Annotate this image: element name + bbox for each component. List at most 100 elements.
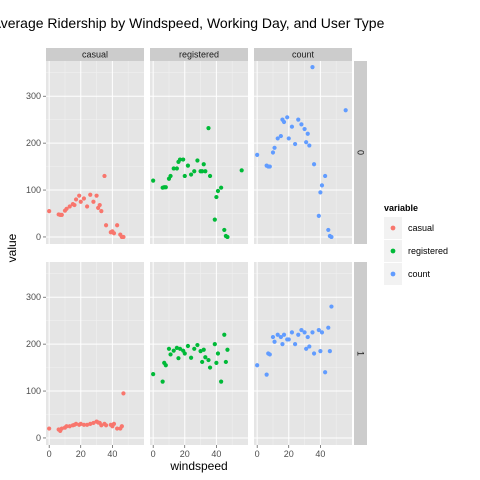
data-point <box>326 227 331 233</box>
data-point <box>84 204 90 209</box>
data-point <box>285 115 290 120</box>
data-point <box>255 363 260 368</box>
data-point <box>280 342 285 347</box>
data-point <box>292 141 298 147</box>
column-strip-label: registered <box>179 50 219 60</box>
data-point <box>84 422 90 427</box>
data-point <box>185 163 191 168</box>
data-point <box>188 172 194 177</box>
row-strip-label: 1 <box>356 351 366 356</box>
data-point <box>103 223 109 228</box>
data-point <box>77 193 82 198</box>
data-point <box>219 185 224 190</box>
data-point <box>121 234 126 240</box>
data-point <box>171 348 176 353</box>
data-point <box>302 330 307 335</box>
data-point <box>318 190 323 195</box>
panel-background <box>150 262 248 445</box>
y-tick-label: 200 <box>26 339 41 349</box>
data-point <box>78 421 83 426</box>
legend-entry-label: registered <box>408 246 448 256</box>
data-point <box>182 173 187 179</box>
data-point <box>59 212 64 218</box>
data-point <box>264 372 269 377</box>
data-point <box>73 197 79 202</box>
data-point <box>97 202 102 208</box>
data-point <box>323 173 328 179</box>
data-point <box>302 126 307 132</box>
chart-title: Average Ridership by Windspeed, Working … <box>0 15 385 31</box>
data-point <box>343 108 348 113</box>
data-point <box>185 343 191 349</box>
data-point <box>222 332 227 337</box>
data-point <box>203 355 208 360</box>
data-point <box>212 217 217 222</box>
panel-background <box>254 61 352 244</box>
data-point <box>182 351 187 356</box>
data-point <box>168 173 173 179</box>
x-tick-label: 0 <box>151 449 156 459</box>
legend-entry-label: casual <box>408 223 434 233</box>
data-point <box>166 346 172 351</box>
legend-title: variable <box>384 203 418 213</box>
data-point <box>78 199 83 204</box>
data-point <box>163 185 168 190</box>
data-point <box>323 370 328 375</box>
data-point <box>72 202 77 208</box>
data-point <box>177 157 183 162</box>
data-point <box>203 169 208 174</box>
data-point <box>121 391 126 396</box>
data-point <box>299 122 304 127</box>
data-point <box>73 421 79 426</box>
data-point <box>316 327 321 333</box>
data-point <box>307 143 312 148</box>
data-point <box>212 342 217 347</box>
legend-marker <box>390 225 396 231</box>
data-point <box>102 173 107 179</box>
x-tick-label: 40 <box>107 449 117 459</box>
data-point <box>270 334 276 340</box>
data-point <box>329 234 334 240</box>
data-point <box>311 162 317 167</box>
data-point <box>151 372 156 377</box>
data-point <box>47 426 52 431</box>
data-point <box>201 162 206 167</box>
data-point <box>267 352 272 357</box>
data-point <box>177 346 183 351</box>
panel-background <box>150 61 248 244</box>
data-point <box>91 199 96 204</box>
data-point <box>296 332 301 337</box>
data-point <box>168 352 173 357</box>
data-point <box>223 359 228 365</box>
data-point <box>103 423 109 428</box>
data-point <box>319 330 325 335</box>
legend-entry-label: count <box>408 269 431 279</box>
data-point <box>88 421 93 426</box>
data-point <box>198 349 203 354</box>
data-point <box>67 424 72 429</box>
x-tick-label: 40 <box>211 449 221 459</box>
data-point <box>115 223 120 228</box>
data-point <box>206 357 211 363</box>
y-tick-label: 300 <box>26 91 41 101</box>
x-axis-title: windspeed <box>169 459 227 473</box>
data-point <box>215 188 221 194</box>
data-point <box>88 192 93 197</box>
data-point <box>81 196 87 201</box>
column-strip <box>150 48 248 61</box>
data-point <box>278 133 283 139</box>
x-tick-label: 20 <box>284 449 294 459</box>
data-point <box>239 168 244 173</box>
data-point <box>47 209 52 214</box>
x-tick-label: 20 <box>76 449 86 459</box>
legend: variable casual registered count <box>384 203 448 285</box>
data-point <box>200 169 205 174</box>
data-point <box>275 136 280 141</box>
data-point <box>195 158 200 163</box>
x-tick-label: 0 <box>47 449 52 459</box>
y-tick-label: 0 <box>36 433 41 443</box>
data-point <box>219 379 224 384</box>
data-point <box>275 332 280 337</box>
data-point <box>318 349 323 354</box>
legend-marker <box>390 271 396 277</box>
